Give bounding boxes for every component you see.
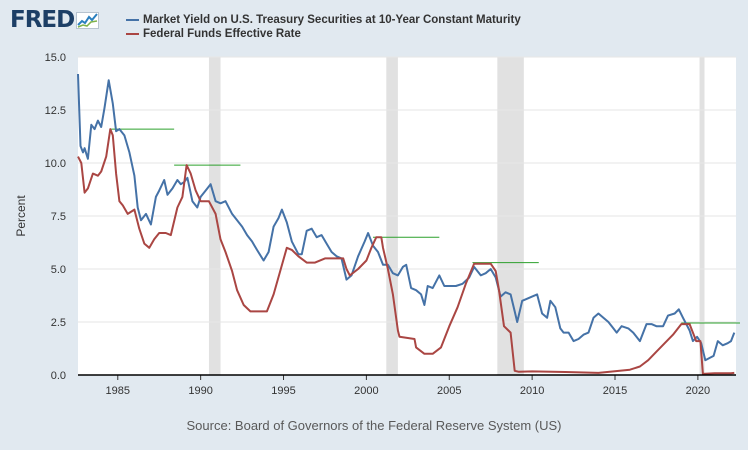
y-tick-label: 15.0 <box>45 52 66 64</box>
series-line-fed-funds <box>77 128 735 375</box>
legend-label-treasury: Market Yield on U.S. Treasury Securities… <box>143 14 521 26</box>
trend-annotations <box>111 128 740 324</box>
chart-header: FRED Market Yield on U.S. Treasury Secur… <box>0 0 748 50</box>
y-tick-label: 7.5 <box>51 211 66 223</box>
y-tick-label: 2.5 <box>51 317 66 329</box>
fred-logo-text: FRED <box>10 7 75 33</box>
x-tick-label: 2015 <box>603 385 627 397</box>
x-tick-label: 2000 <box>354 385 378 397</box>
x-tick-label: 1990 <box>188 385 212 397</box>
legend-label-fedfunds: Federal Funds Effective Rate <box>143 28 301 40</box>
chart-legend: Market Yield on U.S. Treasury Securities… <box>126 13 521 41</box>
fred-logo[interactable]: FRED <box>10 6 100 34</box>
legend-swatch-treasury <box>126 19 139 21</box>
legend-swatch-fedfunds <box>126 33 139 35</box>
x-tick-label: 2005 <box>437 385 461 397</box>
y-tick-label: 12.5 <box>45 105 66 117</box>
y-axis-label: Percent <box>14 195 28 237</box>
series-line-treasury-10y <box>77 73 736 362</box>
x-tick-label: 1995 <box>271 385 295 397</box>
axes: 0.0 2.5 5.0 7.5 10.0 12.5 15.0 1985 1990 1995 2000… <box>45 52 736 397</box>
source-note: Source: Board of Governors of the Federa… <box>186 418 562 433</box>
y-tick-label: 10.0 <box>45 158 66 170</box>
legend-item-treasury[interactable]: Market Yield on U.S. Treasury Securities… <box>126 13 521 27</box>
line-chart-icon <box>76 12 100 29</box>
grid-lines <box>78 56 736 323</box>
x-tick-label: 2010 <box>520 385 544 397</box>
y-tick-label: 5.0 <box>51 264 66 276</box>
x-tick-label: 1985 <box>106 385 130 397</box>
legend-item-fedfunds[interactable]: Federal Funds Effective Rate <box>126 27 521 41</box>
x-tick-label: 2020 <box>686 385 710 397</box>
series-lines <box>77 73 736 375</box>
y-tick-label: 0.0 <box>51 370 66 382</box>
